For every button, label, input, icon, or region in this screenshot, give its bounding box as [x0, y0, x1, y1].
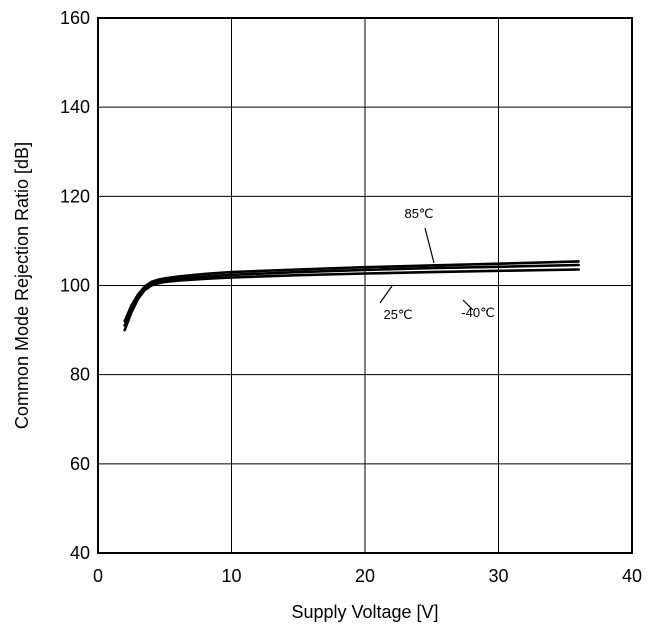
y-tick-label: 160: [60, 8, 90, 28]
series-line-2: [123, 268, 580, 332]
annotation-label: 85℃: [404, 206, 433, 221]
y-tick-label: 120: [60, 186, 90, 206]
y-tick-label: 100: [60, 276, 90, 296]
x-tick-label: 10: [221, 566, 241, 586]
y-tick-label: 40: [70, 543, 90, 563]
y-tick-label: 140: [60, 97, 90, 117]
annotation-label: 25℃: [383, 307, 412, 322]
y-tick-label: 80: [70, 365, 90, 385]
annotation-leader: [379, 285, 393, 304]
plot-frame: [97, 17, 633, 554]
x-tick-label: 40: [622, 566, 642, 586]
annotation-leader: [462, 299, 474, 311]
y-tick-label: 60: [70, 454, 90, 474]
y-axis-title: Common Mode Rejection Ratio [dB]: [12, 142, 32, 429]
annotation-label: -40℃: [461, 305, 494, 320]
x-tick-label: 0: [93, 566, 103, 586]
grid-layer: [98, 18, 632, 553]
x-tick-label: 30: [488, 566, 508, 586]
annotation-leader: [424, 227, 435, 264]
x-axis-title: Supply Voltage [V]: [291, 602, 438, 622]
series-layer: [123, 260, 580, 332]
tick-layer: 0 10 20 30 40 40 60 80 100 120 140 160: [60, 8, 642, 586]
x-tick-label: 20: [355, 566, 375, 586]
series-line-0: [123, 260, 580, 323]
annotation-layer: 85℃ 25℃ -40℃: [379, 206, 495, 322]
